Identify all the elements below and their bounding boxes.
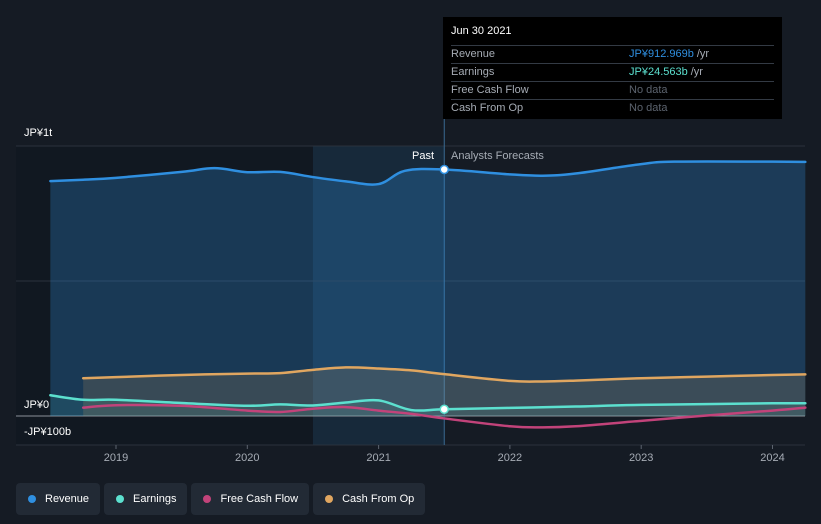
data-tooltip: Jun 30 2021 Revenue JP¥912.969b/yr Earning… [443, 17, 782, 119]
revenue-hover-marker [439, 164, 449, 175]
legend-item-free-cash-flow[interactable]: Free Cash Flow [191, 483, 310, 515]
tooltip-row: Cash From Op No data [451, 99, 774, 117]
y-axis-zero-label: JP¥0 [24, 399, 50, 411]
tooltip-row: Earnings JP¥24.563b/yr [451, 63, 774, 81]
tooltip-row-label: Cash From Op [451, 102, 524, 114]
tooltip-row: Revenue JP¥912.969b/yr [451, 45, 774, 63]
y-axis-bottom-label: -JP¥100b [24, 426, 72, 438]
x-tick-label: 2022 [497, 452, 523, 464]
revenue-line [49, 160, 807, 186]
legend-dot-icon [116, 495, 125, 503]
legend-label: Free Cash Flow [220, 493, 299, 505]
cash-from-op-line [81, 366, 807, 383]
free-cash-flow-line [81, 403, 807, 429]
legend-label: Revenue [45, 493, 90, 505]
x-tick-label: 2021 [366, 452, 391, 464]
past-region-label: Past [412, 150, 435, 162]
legend-dot-icon [325, 495, 334, 503]
earnings-line [49, 393, 807, 412]
x-tick-label: 2019 [103, 452, 129, 464]
chart-legend: Revenue Earnings Free Cash Flow Cash From O… [16, 483, 426, 515]
legend-label: Cash From Op [342, 493, 415, 505]
forecast-region-label: Analysts Forecasts [451, 150, 544, 162]
x-tick-label: 2024 [760, 452, 785, 464]
tooltip-row-value: No data [629, 84, 668, 96]
tooltip-row-label: Earnings [451, 66, 495, 78]
x-tick-label: 2020 [235, 452, 260, 464]
tooltip-date: Jun 30 2021 [451, 25, 512, 37]
tooltip-row-label: Revenue [451, 48, 496, 60]
tooltip-row: Free Cash Flow No data [451, 81, 774, 99]
legend-dot-icon [28, 495, 36, 503]
legend-label: Earnings [133, 493, 177, 505]
tooltip-row-value: No data [629, 102, 668, 114]
legend-dot-icon [203, 495, 212, 503]
legend-item-cash-from-op[interactable]: Cash From Op [313, 483, 426, 515]
tooltip-row-unit: /yr [690, 66, 703, 78]
x-tick-label: 2023 [628, 452, 654, 464]
chart-canvas [16, 95, 807, 449]
tooltip-row-unit: /yr [696, 48, 710, 60]
tooltip-row-value: JP¥912.969b [629, 48, 694, 60]
legend-item-revenue[interactable]: Revenue [16, 483, 101, 515]
y-axis-top-label: JP¥1t [24, 127, 53, 139]
tooltip-row-value: JP¥24.563b [629, 66, 688, 78]
legend-item-earnings[interactable]: Earnings [104, 483, 188, 515]
highlight-region-background [312, 146, 445, 445]
earnings-hover-marker [439, 404, 449, 414]
tooltip-row-label: Free Cash Flow [451, 84, 529, 96]
revenue-area [50, 161, 806, 416]
